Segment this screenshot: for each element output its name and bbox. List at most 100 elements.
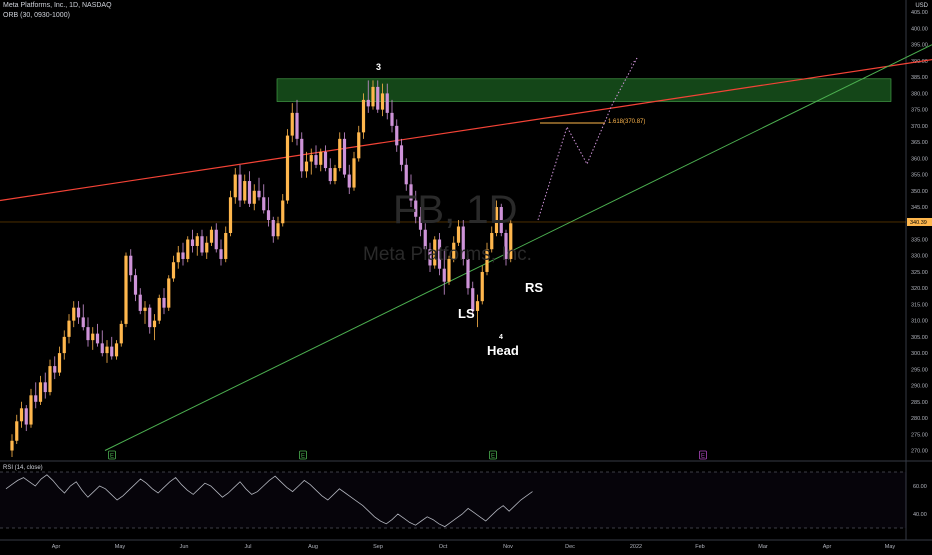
candle-body[interactable]: [100, 343, 104, 354]
candle-body[interactable]: [110, 346, 114, 357]
candle-body[interactable]: [252, 190, 256, 204]
rsi-line[interactable]: [5, 474, 533, 528]
candle-body[interactable]: [119, 323, 123, 344]
candle-body[interactable]: [15, 421, 19, 441]
candle-body[interactable]: [129, 255, 133, 276]
candle-body[interactable]: [504, 232, 508, 259]
candle-body[interactable]: [471, 288, 475, 311]
rsi-label[interactable]: RSI (14, close): [3, 465, 43, 471]
candle-body[interactable]: [442, 268, 446, 282]
support-trendline[interactable]: [104, 44, 932, 451]
candle-body[interactable]: [338, 138, 342, 169]
candle-body[interactable]: [390, 112, 394, 126]
candle-body[interactable]: [399, 145, 404, 165]
candle-body[interactable]: [114, 343, 119, 357]
candle-body[interactable]: [62, 336, 66, 354]
candle-body[interactable]: [475, 301, 480, 311]
candle-body[interactable]: [133, 275, 138, 295]
candle-body[interactable]: [357, 132, 361, 159]
candle-body[interactable]: [314, 155, 318, 165]
resistance-trendline[interactable]: [0, 0, 932, 202]
candle-body[interactable]: [138, 294, 142, 311]
candle-body[interactable]: [418, 216, 423, 230]
candle-body[interactable]: [67, 320, 71, 337]
candle-body[interactable]: [157, 297, 161, 321]
candle-body[interactable]: [319, 151, 323, 165]
candle-body[interactable]: [342, 138, 347, 175]
candle-body[interactable]: [347, 174, 351, 188]
candle-body[interactable]: [300, 138, 304, 172]
candle-body[interactable]: [181, 252, 185, 259]
candle-body[interactable]: [380, 93, 385, 110]
candle-body[interactable]: [176, 252, 180, 263]
candle-body[interactable]: [48, 366, 52, 393]
candle-body[interactable]: [34, 395, 38, 402]
candle-body[interactable]: [452, 242, 456, 259]
candle-body[interactable]: [38, 382, 43, 402]
candle-body[interactable]: [53, 366, 57, 373]
candle-body[interactable]: [295, 112, 299, 139]
candle-body[interactable]: [404, 164, 408, 185]
candle-body[interactable]: [323, 151, 328, 169]
candle-body[interactable]: [243, 181, 247, 201]
candle-body[interactable]: [81, 317, 85, 328]
earnings-marker[interactable]: [699, 450, 707, 460]
candle-body[interactable]: [43, 382, 47, 393]
candle-body[interactable]: [152, 320, 157, 328]
candle-body[interactable]: [19, 408, 24, 422]
candle-body[interactable]: [409, 184, 413, 201]
earnings-marker[interactable]: [489, 450, 497, 460]
candle-body[interactable]: [29, 395, 33, 425]
candle-body[interactable]: [428, 249, 432, 266]
candle-body[interactable]: [76, 307, 81, 318]
candle-body[interactable]: [124, 255, 128, 324]
candle-body[interactable]: [10, 440, 14, 451]
earnings-marker[interactable]: [299, 450, 307, 460]
candle-body[interactable]: [290, 112, 294, 136]
candle-body[interactable]: [186, 239, 190, 259]
candle-body[interactable]: [304, 161, 309, 172]
resistance-zone[interactable]: [276, 78, 892, 102]
candle-body[interactable]: [190, 239, 195, 246]
candle-body[interactable]: [238, 174, 242, 201]
candle-body[interactable]: [461, 226, 465, 259]
candle-body[interactable]: [262, 197, 266, 211]
candle-body[interactable]: [466, 258, 470, 289]
candle-body[interactable]: [352, 158, 356, 188]
candle-body[interactable]: [162, 297, 166, 308]
candle-body[interactable]: [366, 99, 370, 107]
candle-body[interactable]: [499, 207, 503, 233]
candle-body[interactable]: [214, 229, 218, 250]
candle-body[interactable]: [361, 99, 366, 133]
candle-body[interactable]: [509, 223, 513, 259]
candle-body[interactable]: [24, 408, 28, 425]
candle-body[interactable]: [233, 174, 237, 198]
candle-body[interactable]: [447, 258, 451, 282]
candle-body[interactable]: [376, 86, 380, 110]
candle-body[interactable]: [228, 197, 233, 233]
candle-body[interactable]: [456, 226, 461, 243]
candle-body[interactable]: [72, 307, 76, 321]
candle-body[interactable]: [271, 220, 275, 237]
candle-body[interactable]: [371, 86, 375, 107]
candle-body[interactable]: [266, 210, 271, 221]
candle-body[interactable]: [276, 223, 280, 237]
candle-body[interactable]: [433, 239, 437, 266]
candle-body[interactable]: [385, 93, 389, 113]
candle-body[interactable]: [57, 353, 62, 373]
candle-body[interactable]: [91, 333, 95, 341]
candle-body[interactable]: [205, 242, 209, 253]
candle-body[interactable]: [200, 236, 204, 253]
candle-body[interactable]: [257, 190, 261, 198]
candle-body[interactable]: [494, 207, 499, 233]
indicator-label[interactable]: ORB (30, 0930-1000): [3, 12, 70, 19]
candle-body[interactable]: [86, 327, 90, 341]
candle-body[interactable]: [224, 232, 228, 259]
candle-body[interactable]: [333, 168, 337, 182]
earnings-marker[interactable]: [108, 450, 116, 460]
candle-body[interactable]: [437, 239, 442, 269]
candle-body[interactable]: [143, 307, 147, 311]
candle-body[interactable]: [171, 262, 176, 279]
